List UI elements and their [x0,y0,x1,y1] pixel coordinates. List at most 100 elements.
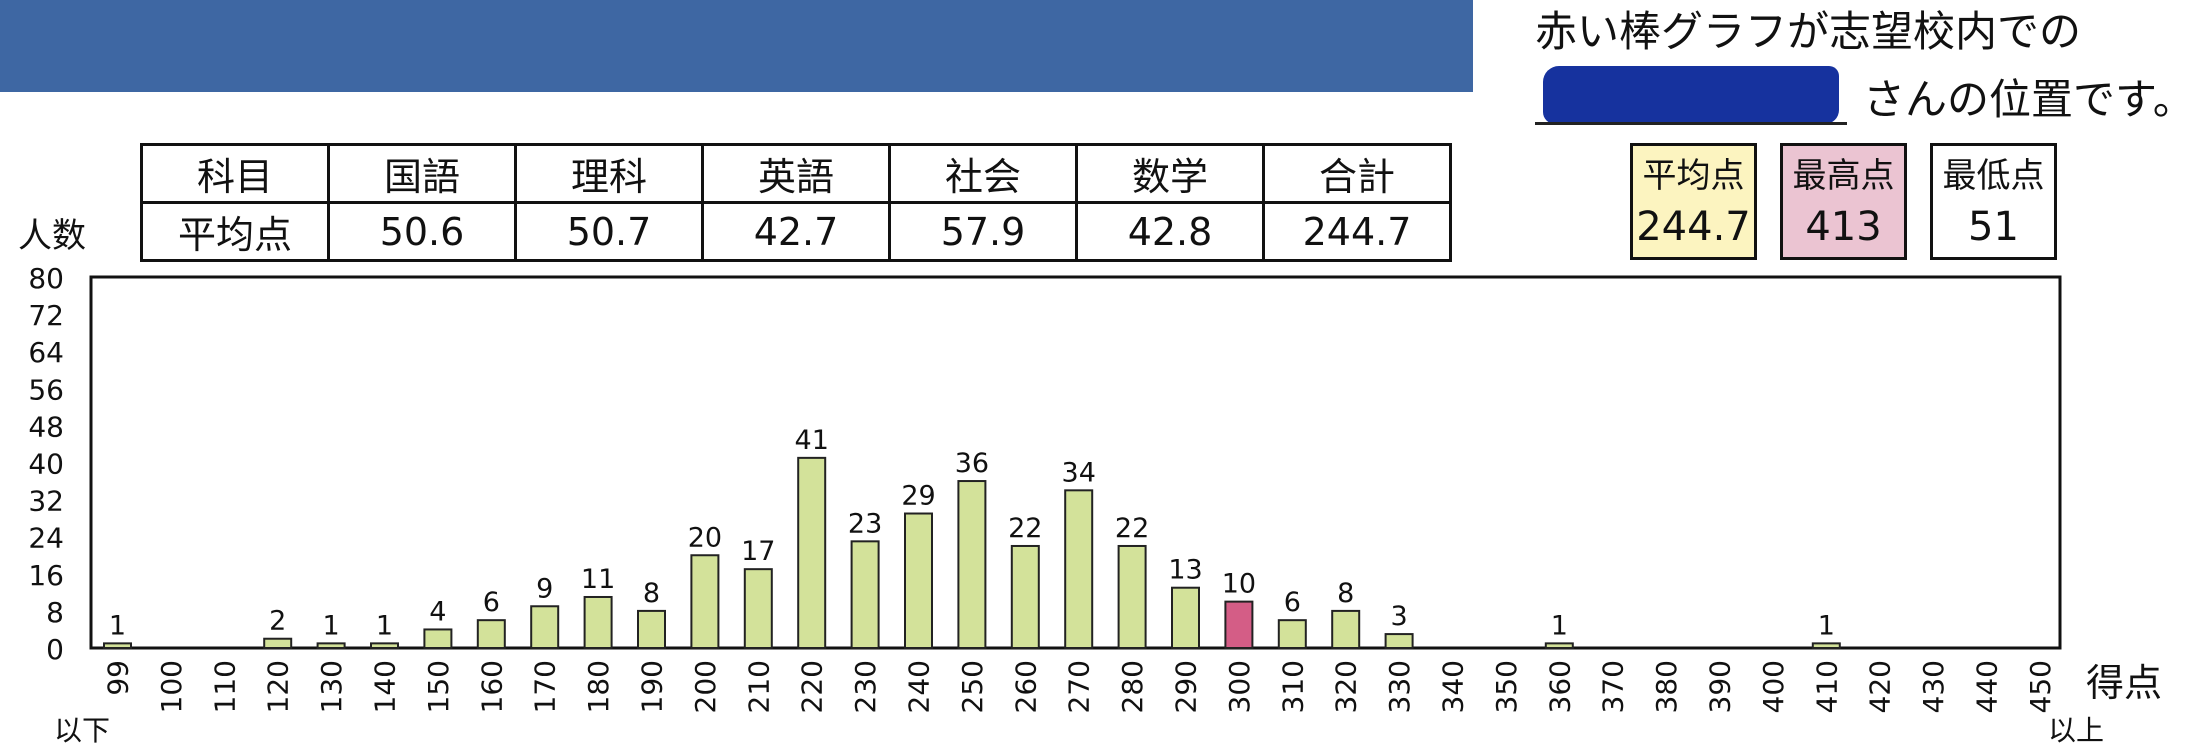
bar-value-label: 22 [1008,513,1042,544]
x-tick-label: 200 [689,660,722,713]
x-tick-label: 240 [903,660,936,713]
bar-value-label: 11 [581,564,615,595]
bar [583,595,613,649]
table-cell: 50.7 [514,201,704,262]
x-tick-label: 310 [1276,660,1309,713]
x-tick-label: 170 [529,660,562,713]
x-tick-label: 440 [1971,660,2004,713]
x-tick-label: 250 [956,660,989,713]
bar [1544,642,1574,649]
bar-value-label: 1 [1818,610,1835,641]
x-tick-label: 340 [1437,660,1470,713]
table-cell: 50.6 [327,201,517,262]
table-cell: 合計 [1262,143,1452,204]
y-tick-label: 24 [28,522,64,555]
bar-value-label: 20 [688,522,722,553]
x-tick-label: 300 [1223,660,1256,713]
bar [743,568,773,649]
x-tick-label: 320 [1330,660,1363,713]
chart-title-banner: 金沢西ー普通 内での得点分布 [0,0,1473,172]
x-tick-label: 120 [262,660,295,713]
bar-value-label: 9 [536,573,553,604]
average-value-row: 平均点 50.6 50.7 42.7 57.9 42.8 244.7 [140,201,1452,262]
x-tick-label: 150 [422,660,455,713]
average-score-box: 平均点 244.7 [1630,143,1757,260]
average-score-value: 244.7 [1636,204,1751,250]
x-tick-label: 390 [1704,660,1737,713]
bar [423,628,453,650]
subject-average-table: 科目 国語 理科 英語 社会 数学 合計 平均点 50.6 50.7 42.7 … [140,143,1452,262]
bar [530,605,560,650]
x-tick-label: 290 [1170,660,1203,713]
max-score-box: 最高点 413 [1780,143,1907,260]
max-score-value: 413 [1805,204,1882,250]
redacted-name-mark [1543,66,1839,124]
x-tick-label: 260 [1009,660,1042,713]
subject-header-row: 科目 国語 理科 英語 社会 数学 合計 [140,143,1452,204]
bar-value-label: 29 [901,481,935,512]
table-cell: 英語 [701,143,891,204]
table-cell: 数学 [1075,143,1265,204]
bar-value-label: 2 [269,606,286,637]
table-cell: 244.7 [1262,201,1452,262]
x-axis-above-note: 以上 [2048,714,2105,747]
x-tick-label: 160 [475,660,508,713]
x-tick-label: 140 [369,660,402,713]
max-score-label: 最高点 [1792,156,1895,196]
x-tick-label: 230 [849,660,882,713]
highlight-note-line1: 赤い棒グラフが志望校内での [1535,7,2082,56]
bar-value-label: 3 [1391,601,1408,632]
name-underline [1535,122,1847,125]
table-cell: 42.8 [1075,201,1265,262]
bar [476,619,506,649]
bar-value-label: 1 [109,610,126,641]
bar [1384,633,1414,650]
bar [1331,609,1361,650]
table-cell: 科目 [140,143,330,204]
y-tick-label: 56 [28,373,64,406]
x-tick-label: 100 [155,660,188,713]
bar [904,512,933,650]
highlight-bar [1224,600,1254,649]
bar [1277,619,1307,649]
x-tick-label: 110 [208,660,241,713]
bar-value-label: 1 [376,610,393,641]
y-tick-label: 16 [28,559,64,592]
x-tick-label: 370 [1597,660,1630,713]
min-score-value: 51 [1968,204,2019,250]
bar-value-label: 13 [1168,555,1202,586]
x-tick-label: 220 [796,660,829,713]
bar-value-label: 17 [741,536,775,567]
x-axis-below-note: 以下 [54,714,111,747]
bar-value-label: 41 [795,425,829,456]
y-tick-label: 64 [28,336,64,369]
bar [1811,642,1841,649]
bar [1117,544,1147,649]
min-score-label: 最低点 [1942,156,2045,196]
x-tick-label: 99 [102,660,135,696]
bar [1171,586,1200,650]
x-tick-label: 350 [1490,660,1523,713]
y-tick-label: 72 [28,299,64,332]
x-tick-label: 180 [582,660,615,713]
bar-value-label: 1 [1551,610,1568,641]
y-axis-title: 人数 [18,216,86,256]
bar-value-label: 6 [1284,587,1301,618]
highlight-note-line2: さんの位置です。 [1863,75,2192,124]
x-tick-label: 280 [1116,660,1149,713]
bar [850,540,880,650]
y-tick-label: 48 [28,410,64,443]
bar [797,456,827,649]
bar-value-label: 10 [1222,569,1256,600]
bar-value-label: 23 [848,508,882,539]
table-cell: 社会 [888,143,1078,204]
x-tick-label: 430 [1917,660,1950,713]
bar [637,609,666,650]
table-cell: 国語 [327,143,517,204]
bar-value-label: 36 [955,448,989,479]
y-tick-label: 40 [28,448,64,481]
x-tick-label: 420 [1864,660,1897,713]
bar [690,554,720,649]
average-score-label: 平均点 [1642,156,1745,196]
